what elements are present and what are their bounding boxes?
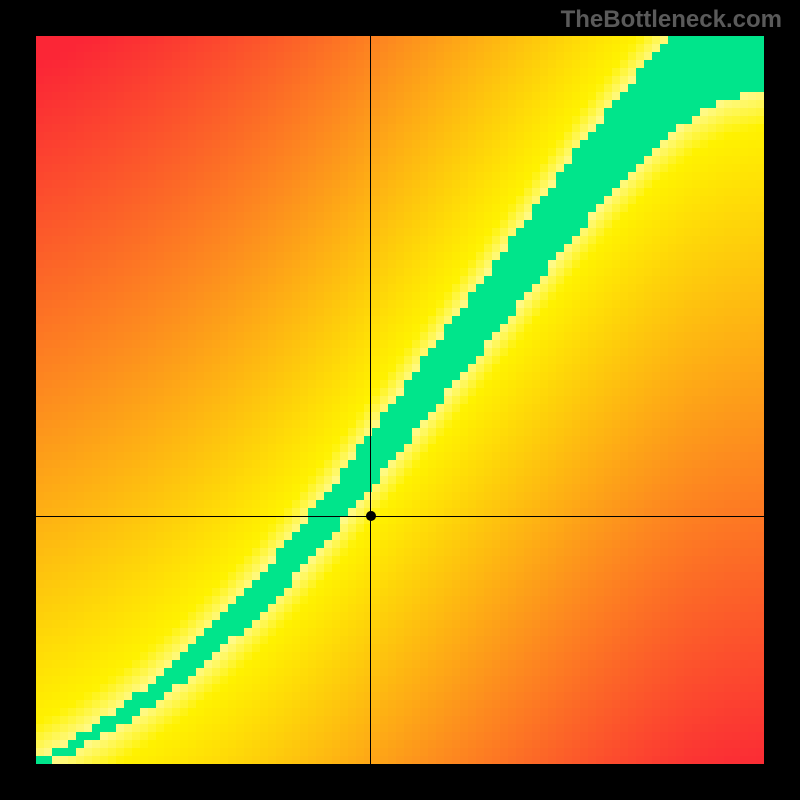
chart-container: TheBottleneck.com	[0, 0, 800, 800]
crosshair-horizontal	[36, 516, 764, 517]
crosshair-vertical	[370, 36, 371, 764]
heatmap-canvas	[36, 36, 764, 764]
crosshair-marker	[365, 510, 377, 522]
watermark-text: TheBottleneck.com	[561, 6, 782, 34]
